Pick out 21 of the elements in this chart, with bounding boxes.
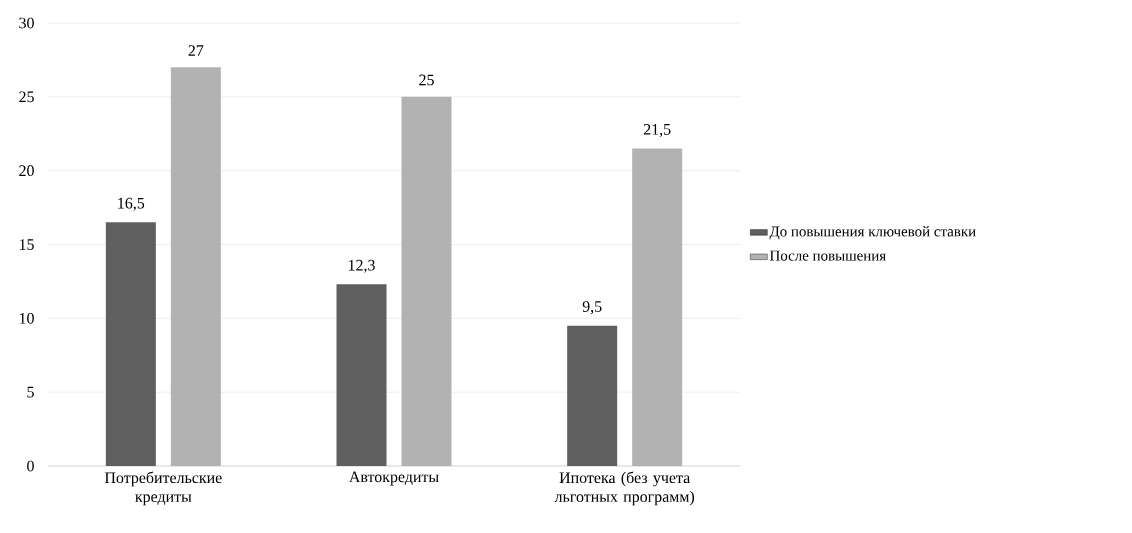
data-label: 9,5 bbox=[582, 301, 602, 315]
x-tick-label: Ипотека (без учета льготных программ) bbox=[554, 471, 695, 506]
bar bbox=[336, 284, 387, 466]
data-label: 12,3 bbox=[348, 259, 375, 273]
bar bbox=[105, 222, 156, 466]
y-tick-label: 10 bbox=[19, 312, 34, 324]
data-label: 25 bbox=[419, 74, 434, 86]
data-label: 27 bbox=[188, 45, 204, 56]
y-tick-label: 0 bbox=[27, 460, 34, 472]
bar bbox=[567, 325, 618, 466]
legend-label: До повышения ключевой ставки bbox=[769, 226, 976, 240]
y-tick-label: 5 bbox=[27, 386, 34, 398]
y-tick-label: 30 bbox=[19, 17, 34, 29]
y-tick-label: 15 bbox=[19, 239, 34, 250]
x-tick-label: Потребительские кредиты bbox=[104, 471, 222, 506]
y-tick-label: 20 bbox=[19, 165, 34, 177]
y-tick-label: 25 bbox=[19, 91, 34, 103]
data-label: 16,5 bbox=[118, 197, 145, 211]
legend-label: После повышения bbox=[769, 250, 886, 261]
data-label: 21,5 bbox=[643, 124, 671, 137]
x-tick-label: Автокредиты bbox=[349, 471, 439, 486]
